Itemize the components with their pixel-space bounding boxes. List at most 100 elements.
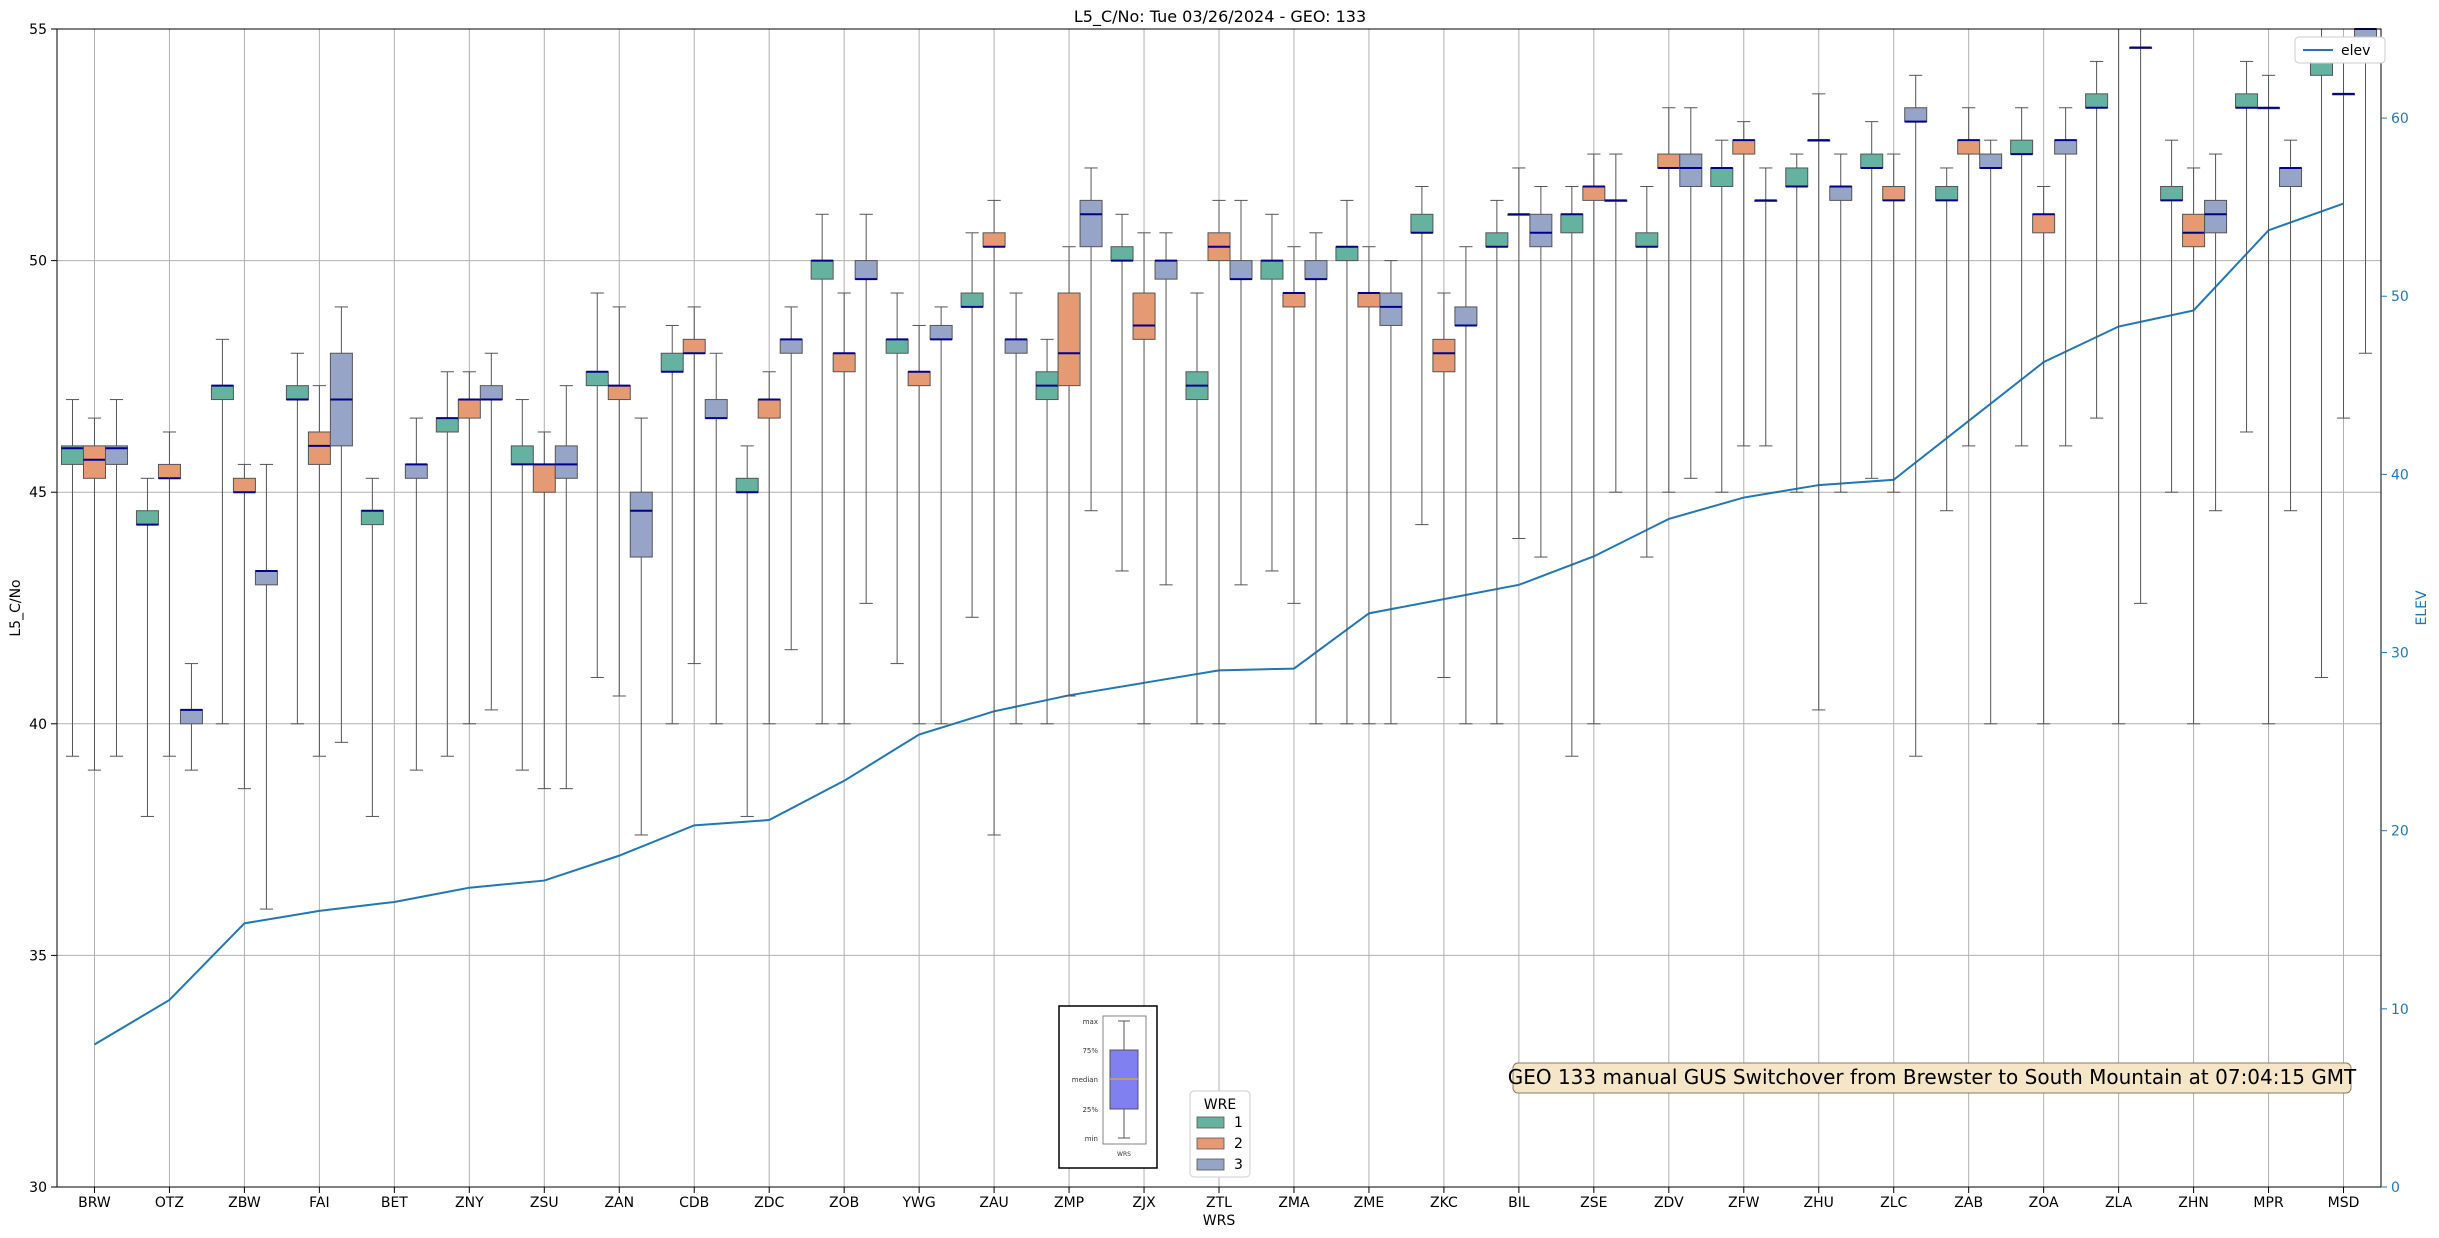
box-zau-wre2 xyxy=(982,199,1006,836)
x-tick-label: ZKC xyxy=(1430,1195,1458,1211)
box-body xyxy=(435,417,459,433)
y-tick-label: 45 xyxy=(29,485,47,501)
box-body xyxy=(2085,93,2109,109)
box-zny-wre2 xyxy=(457,371,481,725)
elev-legend-label: elev xyxy=(2341,43,2370,59)
box-explanation-inset: max 75% median 25% min WRS xyxy=(1058,1005,1158,1169)
x-tick-label: YWG xyxy=(902,1195,936,1211)
box-zma-wre2 xyxy=(1282,246,1306,604)
box-body xyxy=(1829,185,1853,201)
box-body xyxy=(960,292,984,308)
x-tick-label: ZOB xyxy=(829,1195,859,1211)
box-zau-wre3 xyxy=(1004,292,1028,725)
box-body xyxy=(1979,153,2003,169)
box-body xyxy=(1154,260,1178,280)
box-body xyxy=(2235,93,2259,109)
x-tick-label: ZMA xyxy=(1278,1195,1310,1211)
annotation-text: GEO 133 manual GUS Switchover from Brews… xyxy=(1508,1065,2357,1089)
wre-legend-title: WRE xyxy=(1204,1097,1236,1113)
annotation-box xyxy=(1512,1062,2352,1094)
box-body xyxy=(704,399,728,419)
x-tick-label: MPR xyxy=(2253,1195,2284,1211)
box-body xyxy=(457,399,481,419)
box-body xyxy=(307,431,331,465)
box-body xyxy=(1635,232,1659,248)
box-zab-wre2 xyxy=(1957,107,1981,447)
x-tick-label: ZOA xyxy=(2029,1195,2059,1211)
x-tick-label: ZHU xyxy=(1804,1195,1834,1211)
box-body xyxy=(1904,107,1928,123)
box-brw-wre1 xyxy=(60,399,84,757)
elev-legend-frame xyxy=(2294,36,2386,64)
box-body xyxy=(285,385,309,401)
box-body xyxy=(2182,213,2206,248)
x-tick-label: CDB xyxy=(679,1195,709,1211)
box-body xyxy=(232,477,256,493)
box-ztl-wre2 xyxy=(1207,199,1231,725)
box-zme-wre3 xyxy=(1379,260,1403,725)
box-brw-wre2 xyxy=(82,417,106,771)
box-body xyxy=(532,463,556,493)
x-tick-label: ZAN xyxy=(604,1195,634,1211)
box-body xyxy=(1454,306,1478,326)
box-body xyxy=(554,445,578,479)
box-bil-wre2 xyxy=(1507,167,1531,540)
box-body xyxy=(1935,185,1959,201)
x-tick-label: ZJX xyxy=(1132,1195,1156,1211)
x-tick-label: ZBW xyxy=(228,1195,261,1211)
wre-legend-label-3: 3 xyxy=(1234,1157,1243,1173)
x-tick-label: OTZ xyxy=(155,1195,184,1211)
x-tick-label: BRW xyxy=(78,1195,111,1211)
box-fai-wre3 xyxy=(329,306,353,743)
box-body xyxy=(254,570,278,586)
box-body xyxy=(1679,153,1703,187)
box-cdb-wre3 xyxy=(704,352,728,725)
box-mpr-wre3 xyxy=(2279,139,2303,512)
box-body xyxy=(82,445,106,479)
box-zme-wre2 xyxy=(1357,246,1381,725)
x-tick-label: ZDV xyxy=(1654,1195,1684,1211)
box-zhu-wre2 xyxy=(1807,93,1831,711)
x-tick-label: ZTL xyxy=(1206,1195,1232,1211)
box-zoa-wre1 xyxy=(2010,107,2034,447)
box-zse-wre3 xyxy=(1604,153,1628,493)
box-ywg-wre2 xyxy=(907,324,931,725)
box-body xyxy=(1529,213,1553,248)
wre-legend-swatch-2 xyxy=(1196,1137,1225,1150)
box-zoa-wre3 xyxy=(2054,107,2078,447)
chart-title: L5_C/No: Tue 03/26/2024 - GEO: 133 xyxy=(1074,7,1366,27)
box-body xyxy=(1260,260,1284,280)
x-tick-label: ZDC xyxy=(754,1195,784,1211)
x-tick-label: ZFW xyxy=(1728,1195,1760,1211)
box-zlc-wre2 xyxy=(1882,153,1906,493)
box-body xyxy=(2204,199,2228,234)
box-body xyxy=(2054,139,2078,155)
box-body xyxy=(885,338,909,354)
box-zau-wre1 xyxy=(960,232,984,618)
box-cdb-wre2 xyxy=(682,306,706,665)
box-body xyxy=(1860,153,1884,169)
box-zla-wre1 xyxy=(2085,60,2109,419)
box-body xyxy=(404,463,428,479)
box-body xyxy=(929,324,953,340)
box-body xyxy=(1657,153,1681,169)
box-body xyxy=(2010,139,2034,155)
x-tick-label: ZHN xyxy=(2178,1195,2209,1211)
box-zsu-wre2 xyxy=(532,431,556,790)
box-body xyxy=(1079,199,1103,248)
box-zdc-wre2 xyxy=(757,371,781,725)
box-bet-wre3 xyxy=(404,417,428,771)
box-body xyxy=(1582,185,1606,201)
box-zkc-wre2 xyxy=(1432,292,1456,678)
box-body xyxy=(982,232,1006,248)
box-zse-wre2 xyxy=(1582,153,1606,725)
inset-median-label: median xyxy=(1072,1076,1098,1084)
box-zoa-wre2 xyxy=(2032,185,2056,725)
box-body xyxy=(1110,246,1134,262)
box-zlc-wre1 xyxy=(1860,121,1884,479)
x-tick-label: MSD xyxy=(2328,1195,2360,1211)
box-body xyxy=(854,260,878,280)
box-mpr-wre2 xyxy=(2257,74,2281,725)
x-tick-label: ZSE xyxy=(1580,1195,1607,1211)
